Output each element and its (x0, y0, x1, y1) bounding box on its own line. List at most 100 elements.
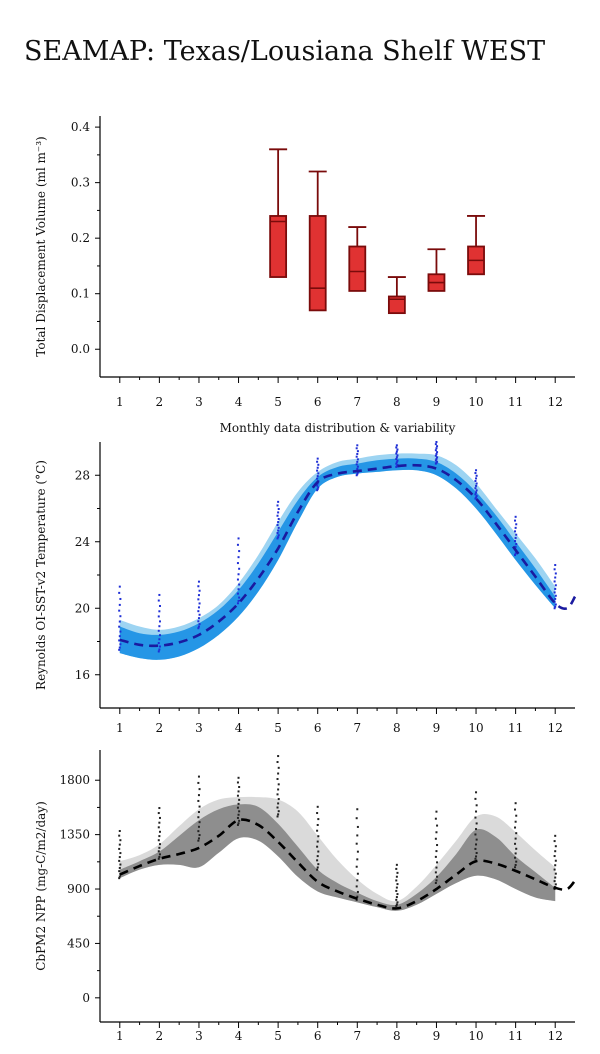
scatter-point (475, 489, 478, 492)
scatter-point (277, 802, 280, 805)
scatter-point (276, 504, 279, 507)
scatter-point (436, 824, 439, 827)
scatter-point (197, 830, 200, 833)
scatter-point (553, 591, 556, 594)
scatter-point (277, 810, 280, 813)
scatter-point (514, 554, 517, 557)
scatter-point (197, 775, 200, 778)
scatter-point (197, 825, 200, 828)
scatter-point (236, 592, 239, 595)
x-tick-label: 1 (116, 395, 124, 409)
x-tick-label: 7 (353, 721, 361, 735)
scatter-point (238, 583, 241, 586)
scatter-month-4 (236, 776, 241, 826)
scatter-month-8 (395, 444, 399, 468)
scatter-point (317, 863, 320, 866)
scatter-month-7 (355, 808, 359, 901)
scatter-point (395, 456, 398, 459)
scatter-point (158, 807, 161, 810)
scatter-point (436, 875, 439, 878)
scatter-month-3 (197, 775, 201, 842)
scatter-point (395, 886, 398, 889)
scatter-point (316, 845, 319, 848)
scatter-point (554, 572, 557, 575)
x-tick-label: 11 (508, 395, 523, 409)
scatter-point (158, 830, 161, 833)
scatter-point (316, 823, 319, 826)
scatter-point (474, 487, 477, 490)
scatter-point (197, 606, 200, 609)
scatter-point (355, 447, 358, 450)
x-tick-label: 4 (235, 721, 243, 735)
scatter-point (474, 857, 477, 860)
scatter-point (356, 458, 359, 461)
scatter-point (356, 890, 359, 893)
scatter-point (277, 526, 280, 529)
scatter-point (475, 482, 478, 485)
scatter-point (277, 534, 280, 537)
scatter-point (474, 472, 477, 475)
scatter-point (514, 540, 517, 543)
scatter-point (118, 639, 121, 642)
scatter-point (119, 839, 122, 842)
scatter-point (118, 648, 121, 651)
scatter-point (435, 441, 438, 443)
scatter-point (316, 812, 319, 815)
scatter-point (157, 826, 160, 829)
scatter-point (119, 852, 122, 855)
scatter-point (356, 452, 359, 455)
y-tick-label: 1800 (59, 773, 90, 787)
x-tick-label: 1 (116, 1029, 124, 1043)
scatter-point (475, 791, 478, 794)
x-tick-label: 12 (548, 1029, 563, 1043)
scatter-point (434, 837, 437, 840)
scatter-point (118, 859, 121, 862)
scatter-point (276, 778, 279, 781)
y-tick-label: 24 (75, 535, 91, 549)
box-month-10 (467, 215, 486, 276)
scatter-point (474, 816, 477, 819)
scatter-point (395, 898, 398, 901)
scatter-point (514, 820, 517, 823)
scatter-point (515, 860, 518, 863)
scatter-point (158, 821, 161, 824)
scatter-point (514, 519, 517, 522)
scatter-point (554, 576, 557, 579)
scatter-point (236, 578, 239, 581)
scatter-point (197, 610, 200, 613)
box-month-8 (387, 276, 406, 315)
scatter-point (237, 556, 240, 559)
scatter-point (118, 856, 121, 859)
scatter-point (514, 826, 517, 829)
scatter-point (515, 543, 518, 546)
scatter-point (355, 865, 358, 868)
scatter-point (158, 610, 161, 613)
scatter-point (514, 856, 517, 859)
scatter-point (475, 828, 478, 831)
scatter-point (474, 847, 477, 850)
y-tick-label: 0.2 (71, 231, 90, 245)
scatter-point (395, 879, 398, 882)
scatter-point (238, 786, 241, 789)
scatter-point (118, 620, 121, 623)
scatter-point (356, 460, 359, 463)
scatter-point (276, 793, 279, 796)
scatter-point (197, 799, 200, 802)
scatter-point (198, 805, 201, 808)
scatter-point (157, 599, 160, 602)
box-month-9 (427, 248, 446, 292)
scatter-point (158, 593, 161, 596)
scatter-point (553, 840, 556, 843)
y-tick-label: 28 (75, 468, 90, 482)
scatter-point (277, 517, 280, 520)
x-tick-label: 5 (274, 1029, 282, 1043)
scatter-point (316, 457, 319, 460)
scatter-month-11 (514, 802, 518, 869)
scatter-point (395, 461, 398, 464)
scatter-point (197, 839, 200, 842)
scatter-point (198, 821, 201, 824)
scatter-point (158, 638, 161, 641)
scatter-point (474, 497, 477, 500)
scatter-point (554, 845, 557, 848)
scatter-point (197, 617, 200, 620)
